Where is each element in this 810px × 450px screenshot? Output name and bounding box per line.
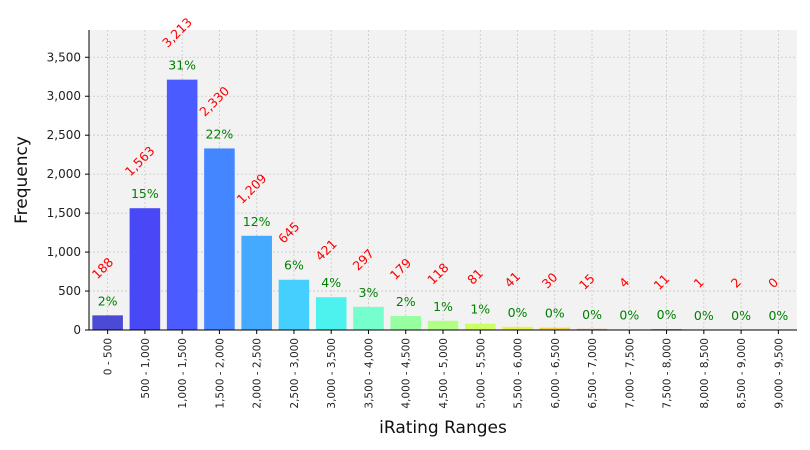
percent-label: 1% xyxy=(470,302,490,317)
y-tick-label: 3,000 xyxy=(47,89,81,103)
percent-label: 3% xyxy=(359,285,379,300)
x-tick-label: 7,000 - 7,500 xyxy=(624,338,636,409)
x-tick-label: 7,500 - 8,000 xyxy=(662,338,674,409)
percent-label: 2% xyxy=(396,294,416,309)
x-tick-label: 2,500 - 3,000 xyxy=(289,338,301,409)
y-tick-label: 0 xyxy=(73,323,81,337)
x-tick-label: 6,000 - 6,500 xyxy=(550,338,562,409)
y-axis-ticks: 0 500 1,000 1,500 2,000 2,500 3,000 3,500 xyxy=(47,50,89,337)
x-tick-label: 5,000 - 5,500 xyxy=(475,338,487,409)
x-tick-label: 8,000 - 8,500 xyxy=(699,338,711,409)
y-tick-label: 1,500 xyxy=(47,206,81,220)
percent-label: 2% xyxy=(98,293,118,308)
bar xyxy=(502,326,533,330)
percent-label: 15% xyxy=(131,186,159,201)
y-axis-label: Frequency xyxy=(12,136,32,224)
percent-label: 0% xyxy=(768,308,788,323)
x-tick-label: 3,000 - 3,500 xyxy=(326,338,338,409)
x-tick-label: 4,000 - 4,500 xyxy=(401,338,413,409)
percent-label: 0% xyxy=(545,306,565,321)
x-tick-label: 5,500 - 6,000 xyxy=(513,338,525,409)
y-tick-label: 2,000 xyxy=(47,167,81,181)
bars xyxy=(92,79,757,331)
bar xyxy=(278,279,310,330)
percent-label: 1% xyxy=(433,299,453,314)
percent-label: 6% xyxy=(284,258,304,273)
x-tick-label: 4,500 - 5,000 xyxy=(438,338,450,409)
percent-label: 22% xyxy=(206,126,234,141)
percent-label: 12% xyxy=(243,214,271,229)
bar xyxy=(204,148,235,330)
bar xyxy=(390,316,422,330)
x-tick-label: 1,000 - 1,500 xyxy=(177,338,189,409)
percent-label: 4% xyxy=(321,275,341,290)
bar xyxy=(539,327,571,330)
bar xyxy=(315,297,347,330)
bar xyxy=(166,79,198,331)
percent-label: 31% xyxy=(168,58,196,73)
bar xyxy=(241,235,272,330)
bar xyxy=(353,306,384,330)
percent-label: 0% xyxy=(694,308,714,323)
x-axis-label: iRating Ranges xyxy=(379,418,507,438)
x-tick-label: 9,000 - 9,500 xyxy=(773,338,785,409)
y-tick-label: 2,500 xyxy=(47,128,81,142)
y-tick-label: 500 xyxy=(58,284,81,298)
percent-label: 0% xyxy=(731,308,751,323)
percent-label: 0% xyxy=(619,308,639,323)
bar xyxy=(464,323,496,330)
percent-label: 0% xyxy=(508,305,528,320)
bar xyxy=(576,328,608,330)
percent-label: 0% xyxy=(582,307,602,322)
y-tick-label: 3,500 xyxy=(47,50,81,64)
x-tick-label: 1,500 - 2,000 xyxy=(214,338,226,409)
bar xyxy=(129,208,161,330)
bar xyxy=(427,320,459,330)
bar xyxy=(92,315,123,330)
x-tick-label: 0 - 500 xyxy=(103,338,115,375)
x-tick-label: 2,000 - 2,500 xyxy=(252,338,264,409)
x-axis-ticks: 0 - 500 500 - 1,000 1,000 - 1,500 1,500 - 2… xyxy=(103,330,785,409)
x-tick-label: 6,500 - 7,000 xyxy=(587,338,599,409)
x-tick-label: 8,500 - 9,000 xyxy=(736,338,748,409)
percent-label: 0% xyxy=(657,307,677,322)
x-tick-label: 3,500 - 4,000 xyxy=(363,338,375,409)
y-tick-label: 1,000 xyxy=(47,245,81,259)
x-tick-label: 500 - 1,000 xyxy=(140,338,152,399)
